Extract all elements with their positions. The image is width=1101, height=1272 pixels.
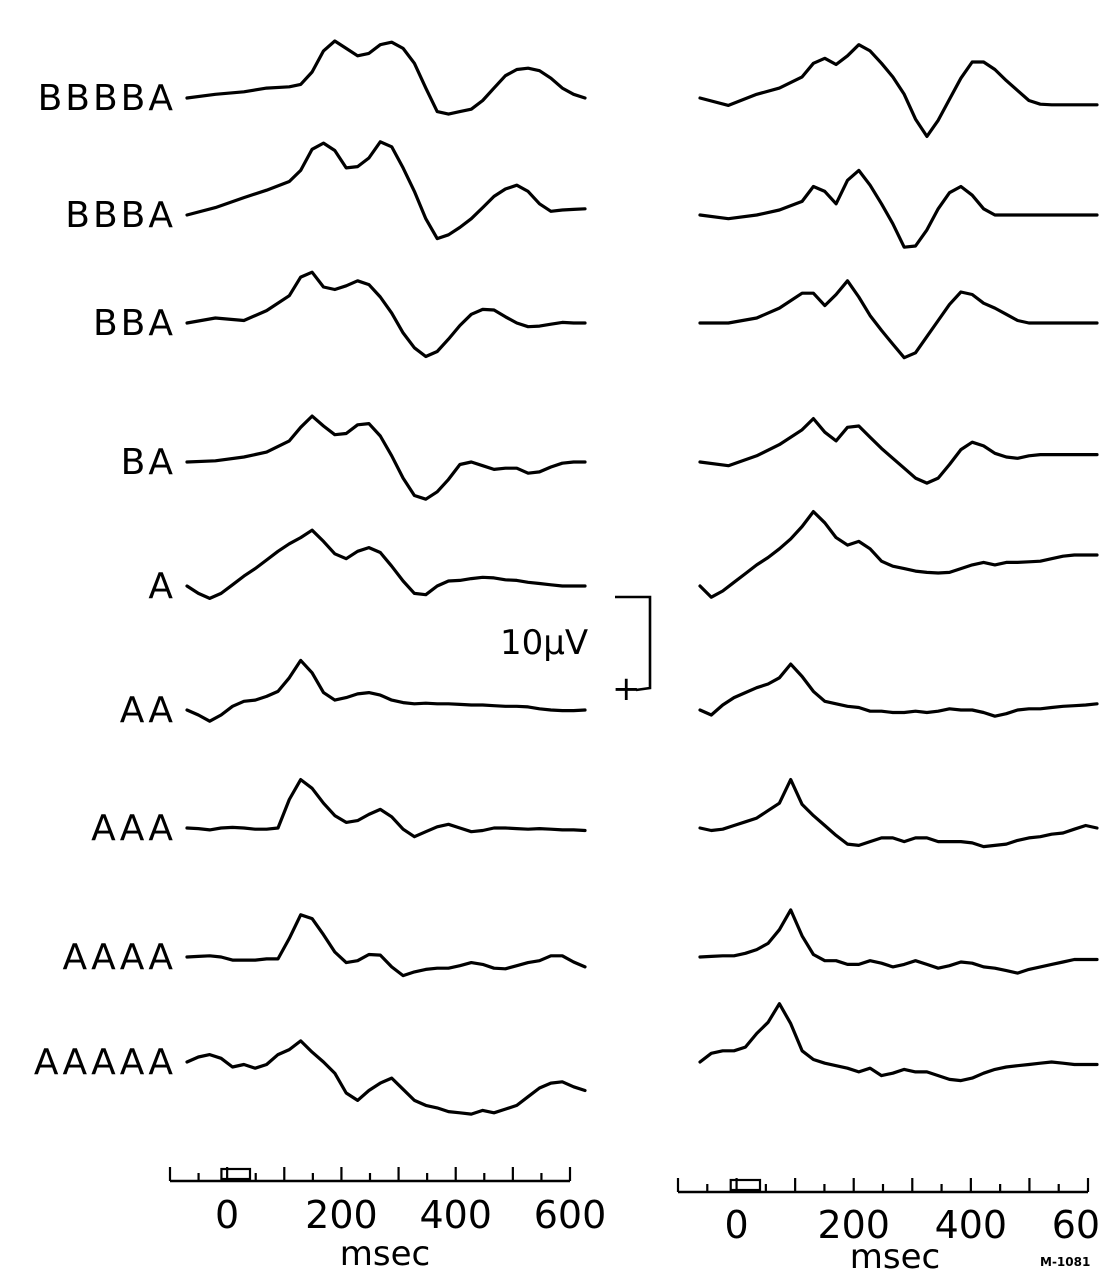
- erp-trace-panel1-aa: [185, 658, 587, 723]
- row-label-aa: AA: [120, 690, 176, 731]
- erp-trace-panel2-aaa: [698, 778, 1099, 849]
- time-tick-label: 200: [817, 1203, 890, 1247]
- stimulus-marker: [729, 1178, 762, 1192]
- erp-trace-panel1-aaaa: [185, 913, 587, 978]
- time-tick-label: 600: [1052, 1203, 1101, 1247]
- erp-trace-panel1-ba: [185, 414, 587, 501]
- time-tick-label: 400: [935, 1203, 1008, 1247]
- erp-trace-panel1-aaaaa: [185, 1039, 587, 1116]
- erp-trace-panel2-bbbba: [698, 43, 1099, 138]
- time-tick-label: 0: [724, 1203, 748, 1247]
- time-axis-unit: msec: [850, 1237, 940, 1272]
- stimulus-marker: [220, 1167, 252, 1181]
- time-axes: 0 200 400 600 msec 0 200 400 600 msec: [168, 1167, 1101, 1272]
- scale-bar-bracket: [615, 595, 652, 692]
- erp-trace-panel2-aaaa: [698, 908, 1099, 975]
- erp-trace-panel2-a: [698, 510, 1099, 599]
- row-label-bba: BBA: [93, 303, 176, 344]
- erp-traces: [185, 39, 1099, 1116]
- erp-trace-panel2-ba: [698, 417, 1099, 485]
- erp-trace-panel2-bbba: [698, 168, 1099, 249]
- erp-trace-panel2-aa: [698, 662, 1099, 718]
- erp-trace-panel1-bba: [185, 270, 587, 359]
- row-label-aaaaa: AAAAA: [34, 1042, 176, 1083]
- time-tick-label: 200: [305, 1193, 378, 1237]
- figure-code: M-1081: [1040, 1255, 1090, 1269]
- row-label-a: A: [148, 566, 176, 607]
- time-tick-label: 600: [534, 1193, 607, 1237]
- erp-trace-panel1-bbbba: [185, 39, 587, 116]
- row-label-aaaa: AAAA: [62, 937, 176, 978]
- time-tick-label: 0: [215, 1193, 239, 1237]
- row-label-ba: BA: [121, 442, 176, 483]
- scale-bar-polarity: +: [612, 669, 641, 709]
- erp-trace-panel1-bbba: [185, 140, 587, 241]
- erp-trace-panel2-bba: [698, 279, 1099, 360]
- scale-bar-label: 10μV: [500, 623, 588, 663]
- erp-trace-panel1-a: [185, 528, 587, 600]
- time-tick-label: 400: [419, 1193, 492, 1237]
- erp-trace-panel2-aaaaa: [698, 1002, 1099, 1083]
- voltage-scale-bar: 10μV +: [500, 595, 652, 709]
- row-label-bbbba: BBBBA: [38, 78, 176, 119]
- erp-trace-panel1-aaa: [185, 778, 587, 839]
- time-axis-unit: msec: [340, 1234, 430, 1272]
- row-label-aaa: AAA: [91, 808, 176, 849]
- row-label-bbba: BBBA: [65, 195, 176, 236]
